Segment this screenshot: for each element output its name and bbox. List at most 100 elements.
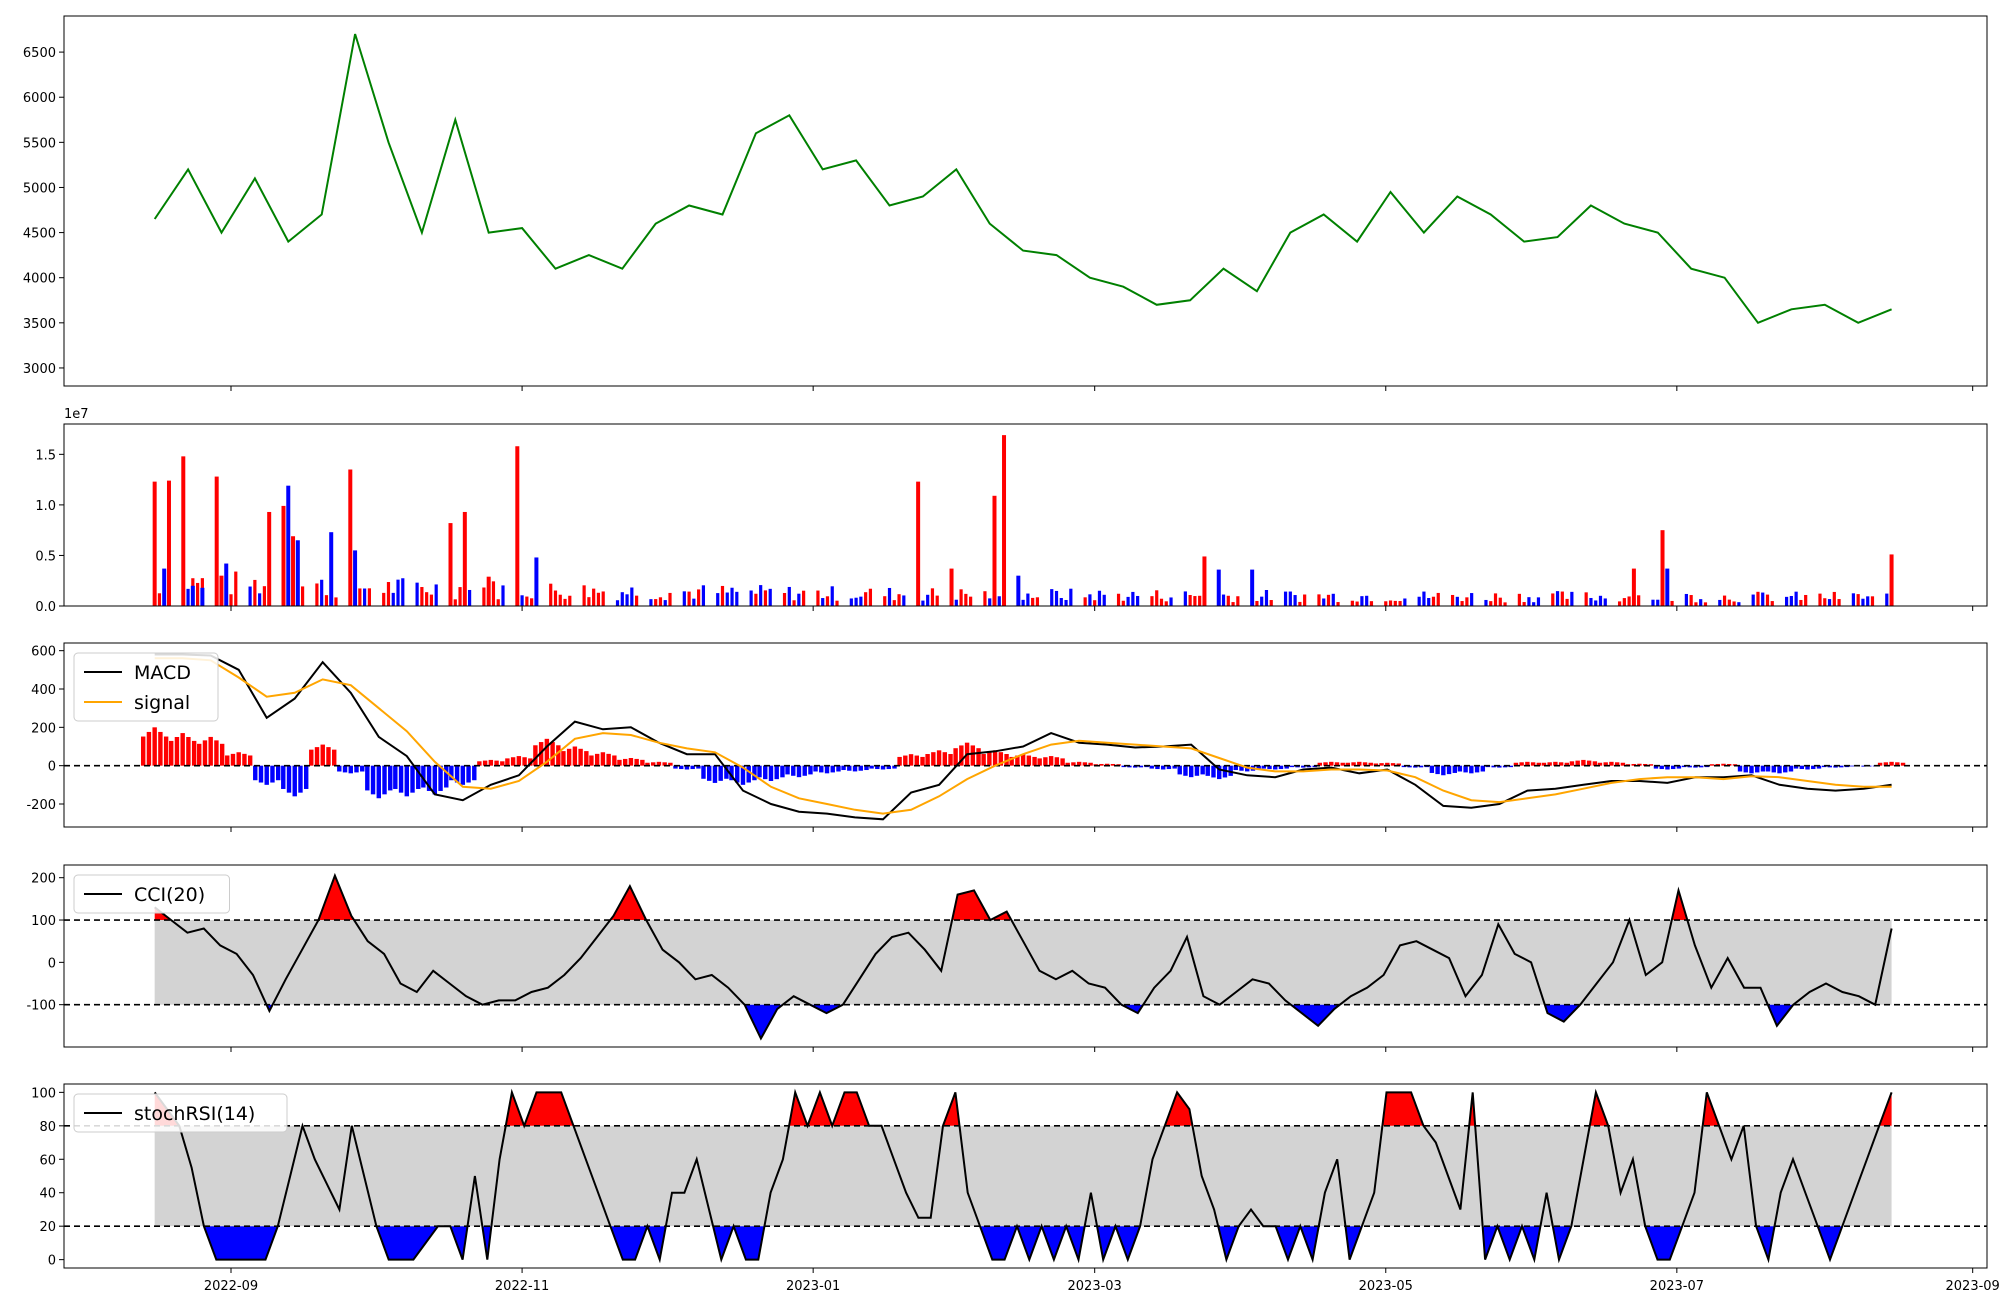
macd-histogram-bar bbox=[1737, 765, 1743, 772]
volume-bar bbox=[558, 594, 562, 606]
macd-histogram-bar bbox=[342, 765, 348, 773]
macd-histogram-bar bbox=[140, 736, 146, 766]
macd-histogram-bar bbox=[740, 765, 746, 785]
macd-histogram-bar bbox=[1642, 763, 1648, 766]
macd-histogram-bar bbox=[426, 765, 432, 791]
volume-bar bbox=[1818, 593, 1822, 606]
volume-bar bbox=[1527, 597, 1531, 606]
macd-histogram-bar bbox=[1177, 765, 1182, 775]
volume-bar bbox=[1637, 595, 1641, 606]
macd-histogram-bar bbox=[1110, 763, 1116, 766]
macd-histogram-bar bbox=[1637, 763, 1642, 766]
volume-bar bbox=[401, 578, 405, 606]
macd-histogram-bar bbox=[404, 765, 409, 797]
volume-spike bbox=[949, 568, 954, 606]
volume-bar bbox=[854, 597, 858, 606]
macd-histogram-bar bbox=[908, 754, 914, 766]
macd-histogram-bar bbox=[1357, 761, 1362, 766]
legend-box bbox=[73, 652, 219, 722]
volume-bar bbox=[1594, 600, 1598, 606]
macd-histogram-bar bbox=[1614, 762, 1620, 766]
macd-histogram-bar bbox=[1032, 756, 1037, 766]
macd-histogram-bar bbox=[1783, 765, 1788, 773]
volume-bar bbox=[1484, 599, 1488, 606]
volume-bar bbox=[1603, 598, 1607, 606]
volume-bar bbox=[501, 585, 505, 606]
y-tick-label: 200 bbox=[31, 872, 56, 887]
macd-histogram-bar bbox=[146, 731, 152, 766]
volume-spike bbox=[214, 476, 219, 606]
macd-histogram-bar bbox=[1233, 765, 1238, 771]
macd-histogram-bar bbox=[214, 740, 219, 766]
macd-histogram-bar bbox=[528, 758, 533, 766]
macd-histogram-bar bbox=[370, 765, 376, 795]
volume-spike bbox=[1889, 554, 1894, 606]
y-tick-label: 1.5 bbox=[35, 448, 56, 463]
volume-bar bbox=[1303, 594, 1307, 606]
volume-spike bbox=[353, 550, 358, 606]
volume-bar bbox=[701, 585, 706, 606]
volume-bar bbox=[1398, 601, 1402, 606]
y-tick-label: 0 bbox=[48, 760, 56, 775]
y-tick-label: 3000 bbox=[23, 362, 56, 377]
macd-histogram-bar bbox=[1569, 761, 1575, 766]
macd-histogram-bar bbox=[1827, 765, 1833, 768]
volume-bar bbox=[864, 592, 868, 606]
macd-histogram-bar bbox=[1469, 765, 1474, 774]
macd-histogram-bar bbox=[500, 761, 505, 766]
volume-bar bbox=[1288, 591, 1292, 606]
macd-histogram-bar bbox=[1564, 762, 1570, 766]
macd-histogram-bar bbox=[864, 765, 869, 771]
volume-bar bbox=[1298, 601, 1302, 606]
volume-bar bbox=[802, 590, 806, 606]
volume-bar bbox=[1088, 594, 1092, 606]
volume-bar bbox=[1059, 598, 1063, 606]
volume-bar bbox=[1732, 601, 1736, 606]
volume-bar bbox=[1336, 602, 1340, 606]
macd-histogram-bar bbox=[1586, 760, 1592, 766]
volume-bar bbox=[1532, 602, 1536, 606]
macd-histogram-bar bbox=[1597, 762, 1603, 766]
volume-bar bbox=[625, 594, 629, 606]
volume-bar bbox=[668, 592, 672, 606]
macd-histogram-bar bbox=[197, 743, 202, 766]
macd-histogram-bar bbox=[1418, 765, 1424, 768]
volume-spike bbox=[1660, 530, 1665, 606]
macd-histogram-bar bbox=[1261, 765, 1266, 769]
volume-bar bbox=[1699, 599, 1703, 606]
y-tick-label: 0.0 bbox=[35, 600, 56, 615]
volume-bar bbox=[1054, 590, 1059, 606]
volume-bar bbox=[658, 597, 663, 606]
macd-histogram-bar bbox=[875, 765, 880, 770]
macd-histogram-bar bbox=[1670, 765, 1676, 770]
volume-bar bbox=[825, 596, 830, 606]
macd-histogram-bar bbox=[1793, 765, 1799, 769]
volume-bar bbox=[1183, 591, 1187, 606]
volume-bar bbox=[1264, 589, 1269, 606]
oversold-fill bbox=[203, 1226, 1843, 1260]
volume-bar bbox=[1450, 594, 1455, 606]
macd-histogram-bar bbox=[494, 760, 499, 766]
volume-bar bbox=[763, 590, 768, 606]
macd-histogram-bar bbox=[1211, 765, 1216, 778]
volume-spike bbox=[1665, 568, 1670, 606]
macd-histogram-bar bbox=[650, 762, 656, 766]
volume-bar bbox=[334, 597, 338, 606]
cci-panel: -100 0 100 200 CCI(20) bbox=[26, 864, 1988, 1052]
volume-bar bbox=[759, 585, 763, 606]
volume-bar bbox=[1498, 597, 1502, 606]
volume-bar bbox=[1069, 588, 1073, 606]
macd-histogram-bar bbox=[696, 765, 701, 769]
y-tick-label: 20 bbox=[39, 1220, 56, 1235]
volume-bar bbox=[1322, 598, 1326, 606]
macd-histogram-bar bbox=[892, 765, 897, 769]
macd-histogram-bar bbox=[998, 752, 1004, 766]
volume-bar bbox=[749, 590, 753, 606]
volume-bar bbox=[849, 598, 853, 606]
volume-spike bbox=[181, 456, 186, 606]
macd-histogram-bar bbox=[454, 765, 460, 783]
volume-bar bbox=[620, 592, 624, 606]
macd-histogram-bar bbox=[1441, 765, 1446, 776]
volume-bar bbox=[1794, 591, 1798, 606]
volume-bar bbox=[1097, 590, 1102, 606]
